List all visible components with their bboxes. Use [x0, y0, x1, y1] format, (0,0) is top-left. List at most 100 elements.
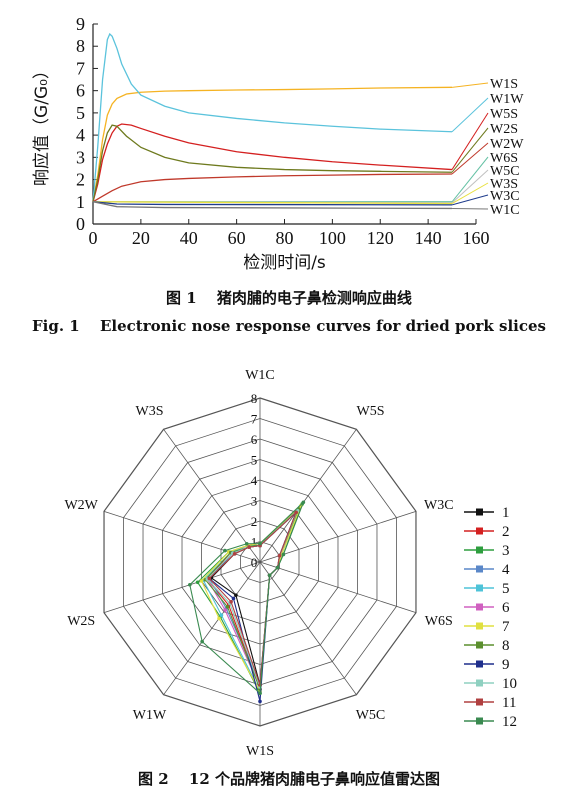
legend-marker	[476, 679, 483, 687]
series-leader-line	[451, 194, 489, 206]
legend-label: 11	[502, 695, 516, 711]
radar-scale-label: 4	[251, 473, 258, 488]
radar-point	[232, 551, 237, 556]
x-tick-label: 160	[463, 228, 490, 248]
series-line	[92, 173, 453, 203]
radar-scale-label: 6	[251, 432, 258, 447]
y-tick-label: 2	[76, 170, 85, 190]
radar-point	[223, 608, 227, 612]
radar-scale-label: 8	[251, 391, 258, 406]
radar-axis-label: W6S	[425, 614, 453, 629]
legend-marker	[476, 641, 483, 649]
radar-spoke	[103, 561, 261, 614]
y-axis-title: 响应值（G/G₀）	[32, 62, 52, 186]
radar-point	[231, 596, 236, 601]
radar-point	[217, 616, 221, 621]
legend-label: 10	[502, 676, 517, 692]
y-tick-label: 5	[76, 103, 85, 123]
series-label: W5C	[490, 164, 520, 179]
radar-point	[258, 541, 262, 546]
y-tick-label: 4	[76, 125, 85, 145]
series-label: W6S	[490, 151, 518, 166]
radar-point	[281, 552, 286, 557]
legend-label: 5	[502, 581, 510, 597]
legend-marker	[476, 527, 483, 535]
series-leader-line	[451, 169, 489, 204]
radar-point	[195, 580, 200, 585]
radar-spoke	[259, 510, 417, 563]
y-tick-label: 7	[76, 58, 85, 78]
radar-point	[199, 579, 204, 583]
radar-point	[223, 548, 227, 553]
radar-spoke	[163, 429, 261, 563]
series-leader-line	[451, 127, 489, 173]
legend-marker	[476, 603, 483, 611]
series-line	[92, 124, 453, 202]
series-label: W1C	[490, 203, 520, 218]
radar-point	[234, 593, 238, 597]
radar-axis-label: W5C	[356, 708, 386, 723]
radar-axis-label: W3S	[135, 404, 163, 419]
series-line	[92, 123, 453, 202]
legend-marker	[476, 565, 483, 573]
x-tick-label: 60	[228, 228, 246, 248]
legend-label: 3	[502, 543, 510, 559]
x-tick-label: 140	[415, 228, 442, 248]
radar-spoke	[259, 561, 357, 695]
series-label: W3S	[490, 177, 518, 192]
radar-spoke	[163, 561, 261, 695]
legend-marker	[476, 698, 483, 706]
radar-point	[277, 553, 282, 558]
radar-point	[244, 541, 249, 546]
series-line	[92, 201, 453, 210]
series-leader-line	[451, 156, 489, 203]
series-leader-line	[452, 82, 489, 88]
radar-axis-label: W3C	[424, 498, 454, 513]
radar-point	[225, 604, 230, 609]
radar-point	[275, 565, 280, 570]
series-leader-line	[451, 182, 489, 204]
y-tick-label: 1	[76, 192, 85, 212]
x-axis-title: 检测时间/s	[243, 253, 326, 273]
legend-marker	[476, 660, 483, 668]
series-line	[92, 32, 453, 202]
series-leader-line	[451, 142, 489, 175]
radar-point	[258, 691, 262, 695]
y-tick-label: 0	[76, 214, 85, 234]
legend-label: 6	[502, 600, 510, 616]
legend-label: 8	[502, 638, 510, 654]
radar-point	[247, 545, 251, 549]
radar-axis-label: W2S	[67, 614, 95, 629]
x-tick-label: 20	[132, 228, 150, 248]
radar-axis-label: W1S	[246, 744, 274, 759]
radar-point	[200, 639, 204, 644]
series-line	[92, 201, 453, 205]
radar-point	[219, 613, 224, 617]
radar-axis-label: W1C	[245, 368, 275, 383]
radar-chart: W1CW5SW3CW6SW5CW1SW1WW2SW2WW3S0123456781…	[64, 368, 517, 759]
x-tick-label: 80	[276, 228, 294, 248]
legend-marker	[476, 508, 483, 516]
x-tick-label: 120	[367, 228, 394, 248]
series-line	[92, 201, 453, 206]
radar-axis-label: W2W	[64, 498, 98, 513]
fig1-caption-en: Fig. 1 Electronic nose response curves f…	[32, 317, 546, 335]
legend-marker	[476, 622, 483, 630]
radar-point	[294, 510, 298, 515]
fig2-caption-cn: 图 2 12 个品牌猪肉脯电子鼻响应值雷达图	[138, 770, 440, 788]
series-leader-line	[452, 207, 489, 210]
radar-axis-label: W5S	[357, 404, 385, 419]
legend-label: 9	[502, 657, 510, 673]
radar-scale-label: 2	[251, 514, 258, 529]
series-label: W3C	[490, 189, 520, 204]
radar-point	[207, 576, 212, 581]
radar-point	[188, 583, 192, 587]
radar-point	[229, 600, 233, 604]
x-tick-label: 100	[319, 228, 346, 248]
x-tick-label: 0	[89, 228, 98, 248]
radar-scale-label: 3	[251, 494, 258, 509]
legend-label: 2	[502, 524, 510, 540]
radar-spoke	[259, 429, 357, 563]
radar-axis-label: W1W	[133, 708, 167, 723]
series-label: W5S	[490, 107, 518, 122]
